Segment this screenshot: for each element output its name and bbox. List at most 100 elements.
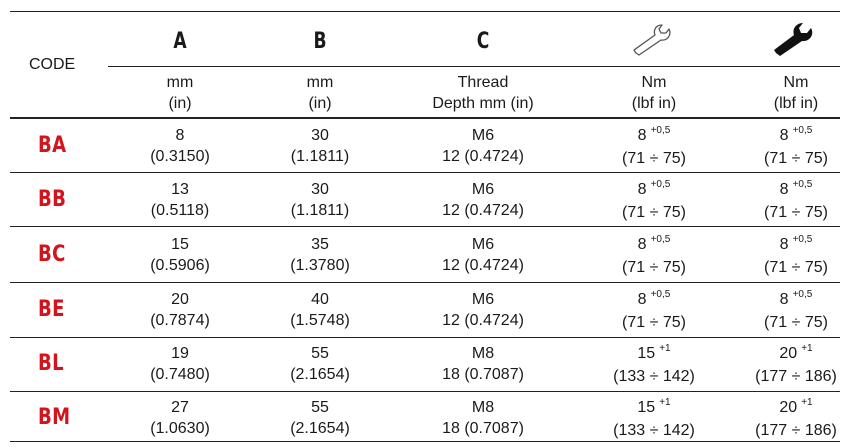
inch-value: (0.7480) (150, 366, 210, 383)
torque-nm: 15 (637, 399, 656, 416)
value-d: 15 +1 (133 ÷ 142) (594, 397, 714, 441)
wrench-solid-icon (774, 23, 813, 56)
row-rule (10, 226, 840, 227)
value-e: 8 +0,5 (71 ÷ 75) (736, 289, 852, 333)
table-bottom-rule (10, 441, 840, 442)
value-d: 8 +0,5 (71 ÷ 75) (594, 179, 714, 223)
torque-nm: 8 (779, 291, 789, 308)
value-c: M6 12 (0.4724) (413, 234, 553, 276)
row-code: BL (38, 351, 65, 376)
depth-value: 12 (0.4724) (442, 202, 524, 219)
mm-value: 20 (171, 291, 189, 308)
torque-lbf: (71 ÷ 75) (622, 150, 686, 167)
torque-nm: 8 (637, 236, 647, 253)
value-e: 8 +0,5 (71 ÷ 75) (736, 125, 852, 169)
column-c-unit: Thread Depth mm (in) (413, 72, 553, 114)
tolerance: +0,5 (650, 179, 671, 190)
mm-value: 15 (171, 236, 189, 253)
row-rule (10, 172, 840, 173)
tolerance: +0,5 (792, 125, 813, 136)
torque-lbf: (177 ÷ 186) (755, 368, 837, 385)
value-a: 15 (0.5906) (130, 234, 230, 276)
depth-value: 18 (0.7087) (442, 420, 524, 437)
column-e-unit: Nm (lbf in) (746, 72, 846, 114)
torque-nm: 20 (779, 345, 798, 362)
value-b: 30 (1.1811) (270, 179, 370, 221)
torque-lbf: (71 ÷ 75) (622, 204, 686, 221)
row-rule (10, 391, 840, 392)
column-b-letter: B (313, 29, 327, 54)
thread-value: M6 (471, 236, 495, 253)
unit-label: (in) (308, 95, 332, 112)
row-rule (10, 282, 840, 283)
column-a-letter: A (173, 29, 187, 54)
unit-label: mm (306, 74, 334, 91)
row-code: BC (38, 242, 66, 267)
torque-lbf: (71 ÷ 75) (764, 150, 828, 167)
mm-value: 19 (171, 345, 189, 362)
mm-value: 30 (311, 181, 329, 198)
inch-value: (0.5906) (150, 257, 210, 274)
header-sub-rule (108, 66, 840, 67)
torque-lbf: (71 ÷ 75) (622, 259, 686, 276)
tolerance: +1 (801, 397, 813, 408)
value-c: M8 18 (0.7087) (413, 343, 553, 385)
value-c: M6 12 (0.4724) (413, 179, 553, 221)
tolerance: +0,5 (650, 234, 671, 245)
tolerance: +0,5 (792, 234, 813, 245)
tolerance: +0,5 (792, 289, 813, 300)
unit-label: (in) (168, 95, 192, 112)
header-bottom-rule (10, 117, 840, 119)
thread-value: M8 (471, 345, 495, 362)
table-top-rule (10, 11, 840, 12)
inch-value: (0.3150) (150, 148, 210, 165)
torque-lbf: (71 ÷ 75) (764, 259, 828, 276)
torque-nm: 8 (779, 236, 789, 253)
mm-value: 35 (311, 236, 329, 253)
thread-value: M6 (471, 291, 495, 308)
inch-value: (1.1811) (290, 202, 350, 219)
torque-nm: 8 (637, 181, 647, 198)
value-e: 8 +0,5 (71 ÷ 75) (736, 234, 852, 278)
torque-lbf: (71 ÷ 75) (622, 314, 686, 331)
torque-nm: 20 (779, 399, 798, 416)
column-d-unit: Nm (lbf in) (604, 72, 704, 114)
value-e: 8 +0,5 (71 ÷ 75) (736, 179, 852, 223)
value-d: 8 +0,5 (71 ÷ 75) (594, 289, 714, 333)
value-e: 20 +1 (177 ÷ 186) (736, 343, 852, 387)
mm-value: 13 (171, 181, 189, 198)
value-b: 35 (1.3780) (270, 234, 370, 276)
value-a: 19 (0.7480) (130, 343, 230, 385)
row-code: BE (38, 297, 65, 322)
thread-value: M8 (471, 399, 495, 416)
column-b-unit: mm (in) (270, 72, 370, 114)
value-a: 27 (1.0630) (130, 397, 230, 439)
unit-label: Thread (457, 74, 509, 91)
torque-lbf: (133 ÷ 142) (613, 368, 695, 385)
depth-value: 12 (0.4724) (442, 312, 524, 329)
tolerance: +1 (801, 343, 813, 354)
row-rule (10, 337, 840, 338)
unit-label: Nm (641, 74, 667, 91)
inch-value: (2.1654) (290, 366, 350, 383)
torque-nm: 8 (637, 127, 647, 144)
tolerance: +0,5 (650, 125, 671, 136)
value-a: 8 (0.3150) (130, 125, 230, 167)
column-c-letter: C (476, 29, 490, 54)
value-a: 13 (0.5118) (130, 179, 230, 221)
torque-lbf: (71 ÷ 75) (764, 314, 828, 331)
value-d: 15 +1 (133 ÷ 142) (594, 343, 714, 387)
value-c: M6 12 (0.4724) (413, 289, 553, 331)
tolerance: +0,5 (650, 289, 671, 300)
depth-value: 12 (0.4724) (442, 257, 524, 274)
torque-nm: 8 (637, 291, 647, 308)
torque-lbf: (71 ÷ 75) (764, 204, 828, 221)
row-code: BM (38, 405, 71, 430)
row-code: BA (38, 133, 67, 158)
thread-value: M6 (471, 127, 495, 144)
row-code: BB (38, 187, 67, 212)
mm-value: 55 (311, 345, 329, 362)
tolerance: +1 (659, 397, 671, 408)
mm-value: 8 (175, 127, 185, 144)
